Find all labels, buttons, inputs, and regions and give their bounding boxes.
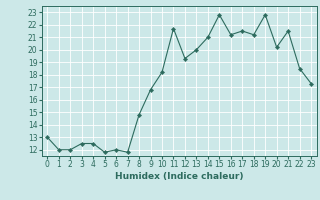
X-axis label: Humidex (Indice chaleur): Humidex (Indice chaleur) [115,172,244,181]
